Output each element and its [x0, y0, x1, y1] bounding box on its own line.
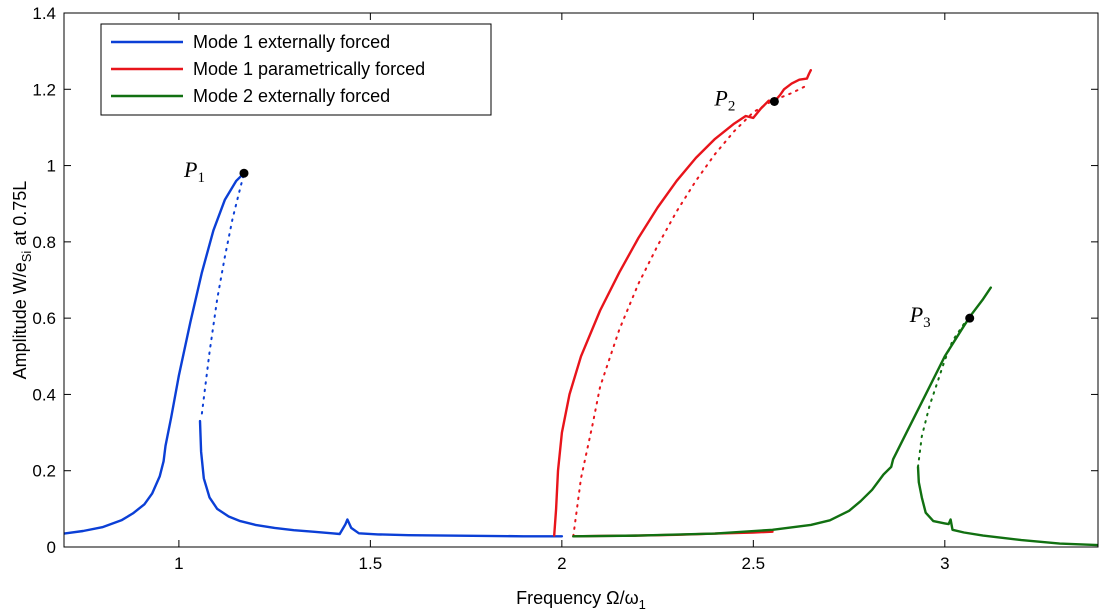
annotation-point — [769, 96, 779, 106]
ticks-layer: 1 1.5 2 2.5 3 0 0.2 0.4 0.6 0.8 1 1.2 1.4 — [32, 4, 1098, 573]
y-axis-label: Amplitude W/eSi at 0.75L — [10, 181, 34, 380]
series-layer — [64, 68, 1098, 547]
annotation-label-sub: 2 — [728, 98, 736, 114]
axes-box — [63, 12, 1099, 548]
legend-label: Mode 1 externally forced — [193, 32, 390, 52]
series-2 — [553, 68, 812, 538]
y-tick-label: 0 — [47, 538, 56, 557]
x-axis-label: Frequency Ω/ω1 — [516, 588, 646, 612]
x-axis-label-sub: 1 — [639, 597, 646, 612]
x-tick-label: 2.5 — [742, 554, 766, 573]
y-axis-label-sub: Si — [19, 251, 34, 263]
series-line-stable — [916, 465, 1098, 547]
annotation-label: P1 — [183, 157, 205, 186]
series-line-stable — [572, 286, 992, 538]
annotation-label: P2 — [713, 85, 735, 114]
x-tick-label: 2 — [557, 554, 566, 573]
x-tick-label: 1.5 — [359, 554, 383, 573]
x-tick-label: 1 — [174, 554, 183, 573]
series-line-stable — [553, 68, 812, 537]
annotation-point — [965, 313, 975, 323]
annotation-point — [239, 168, 249, 178]
y-tick-label: 0.8 — [32, 233, 56, 252]
y-tick-label: 1.4 — [32, 4, 56, 23]
series-1 — [64, 171, 564, 538]
legend-label: Mode 1 parametrically forced — [193, 59, 425, 79]
annotation-label-sub: 1 — [197, 170, 205, 186]
y-tick-label: 1 — [47, 157, 56, 176]
annotation-layer: P1 P2 P3 — [183, 85, 975, 331]
series-line-unstable — [917, 317, 969, 468]
legend: Mode 1 externally forced Mode 1 parametri… — [100, 23, 492, 116]
series-line-stable — [198, 419, 564, 538]
y-tick-label: 1.2 — [32, 80, 56, 99]
x-tick-label: 3 — [940, 554, 949, 573]
annotation-label-sub: 3 — [923, 315, 931, 331]
series-line-unstable — [200, 172, 245, 415]
series-line-stable — [64, 171, 246, 535]
series-3 — [572, 286, 1098, 547]
legend-label: Mode 2 externally forced — [193, 86, 390, 106]
series-line-unstable — [572, 84, 808, 538]
annotation-label: P3 — [909, 302, 931, 331]
y-tick-label: 0.6 — [32, 309, 56, 328]
y-tick-label: 0.2 — [32, 462, 56, 481]
y-tick-label: 0.4 — [32, 385, 56, 404]
y-axis-label-suffix: at 0.75L — [10, 181, 30, 251]
